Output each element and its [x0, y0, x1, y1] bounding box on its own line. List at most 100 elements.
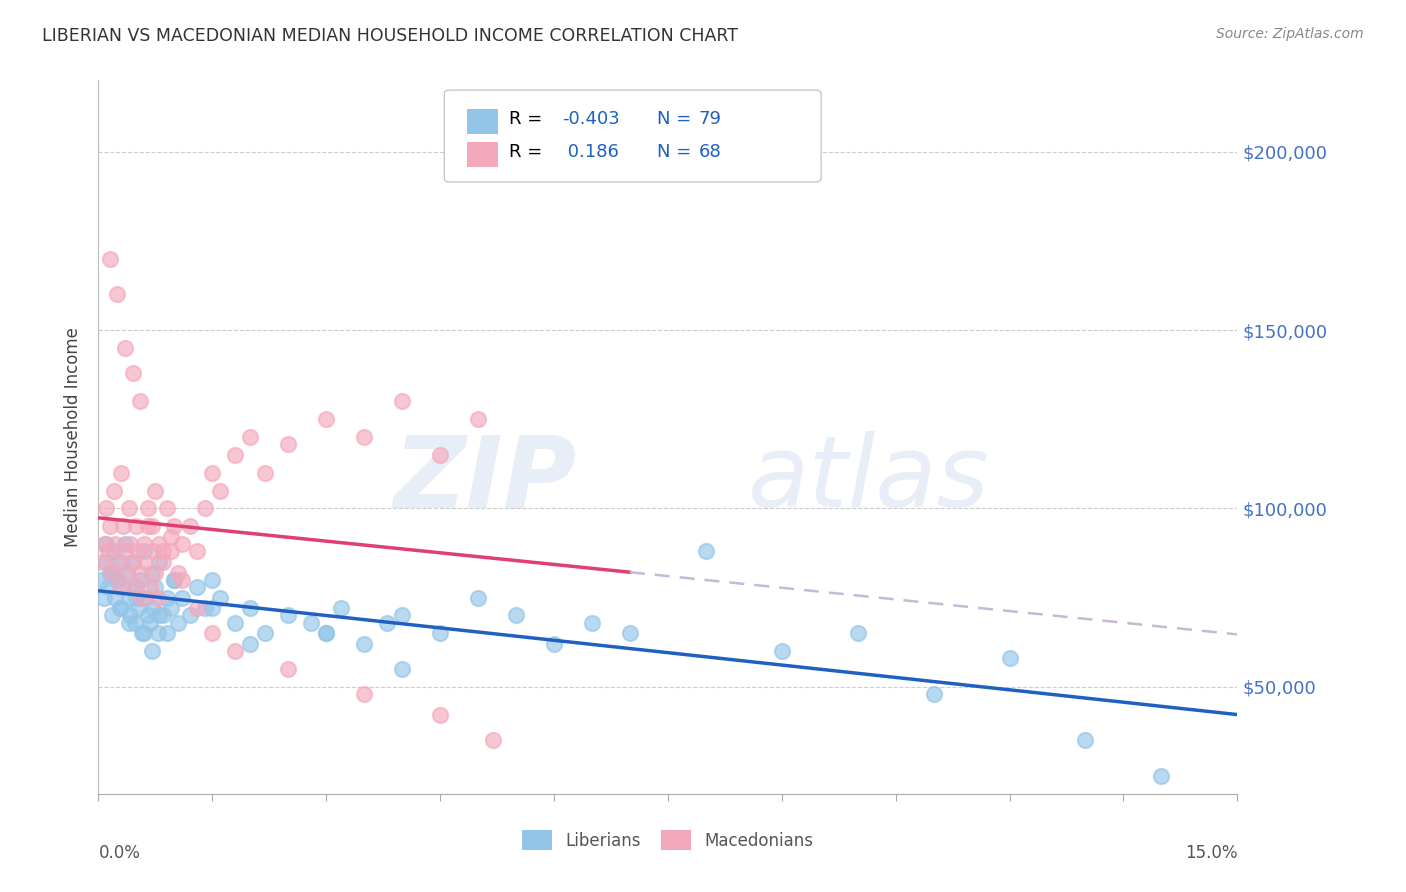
Point — [159, 601, 181, 615]
Point — [201, 466, 224, 480]
Point — [543, 637, 565, 651]
Point — [129, 573, 152, 587]
Point — [139, 615, 162, 630]
Point — [142, 601, 165, 615]
Point — [224, 615, 246, 630]
Text: 68: 68 — [699, 143, 721, 161]
Point — [98, 519, 121, 533]
Point — [846, 626, 869, 640]
Point — [107, 555, 129, 569]
Point — [239, 601, 262, 615]
Point — [134, 591, 156, 605]
Text: 79: 79 — [699, 110, 721, 128]
Point — [91, 573, 114, 587]
Point — [186, 544, 208, 558]
Point — [108, 580, 131, 594]
Point — [136, 501, 159, 516]
Point — [114, 341, 136, 355]
Point — [125, 580, 148, 594]
Point — [125, 519, 148, 533]
Point — [103, 483, 125, 498]
Point — [159, 544, 181, 558]
Point — [111, 580, 134, 594]
Point — [167, 615, 190, 630]
Point — [315, 412, 337, 426]
Point — [353, 687, 375, 701]
Point — [142, 544, 165, 558]
Point — [118, 501, 141, 516]
Point — [98, 566, 121, 580]
Point — [201, 601, 224, 615]
Point — [163, 519, 186, 533]
Point — [170, 573, 193, 587]
Point — [141, 519, 163, 533]
Point — [103, 566, 125, 580]
Point — [170, 591, 193, 605]
Point — [201, 626, 224, 640]
Point — [186, 601, 208, 615]
Point — [118, 615, 141, 630]
Point — [277, 608, 299, 623]
Point — [127, 601, 149, 615]
Point — [619, 626, 641, 640]
Point — [146, 626, 169, 640]
Point — [224, 644, 246, 658]
Point — [152, 544, 174, 558]
Point — [505, 608, 527, 623]
Point — [96, 544, 118, 558]
Point — [239, 430, 262, 444]
Point — [467, 591, 489, 605]
Point — [148, 537, 170, 551]
Point — [179, 608, 201, 623]
Point — [152, 555, 174, 569]
Point — [94, 537, 117, 551]
Point — [141, 566, 163, 580]
Point — [429, 626, 451, 640]
Point — [998, 651, 1021, 665]
Point — [163, 573, 186, 587]
Point — [94, 501, 117, 516]
Point — [391, 394, 413, 409]
Point — [146, 591, 169, 605]
Text: R =: R = — [509, 143, 543, 161]
Point — [156, 591, 179, 605]
Point — [375, 615, 398, 630]
Text: -0.403: -0.403 — [562, 110, 620, 128]
Point — [170, 537, 193, 551]
Text: R =: R = — [509, 110, 543, 128]
Point — [770, 644, 793, 658]
Point — [131, 591, 153, 605]
Text: 0.0%: 0.0% — [98, 844, 141, 862]
Point — [125, 591, 148, 605]
Point — [127, 544, 149, 558]
Point — [194, 601, 217, 615]
Point — [101, 566, 124, 580]
Point — [581, 615, 603, 630]
Point — [148, 555, 170, 569]
Point — [156, 626, 179, 640]
Point — [104, 537, 127, 551]
Text: 0.186: 0.186 — [562, 143, 619, 161]
Text: 15.0%: 15.0% — [1185, 844, 1237, 862]
Legend: Liberians, Macedonians: Liberians, Macedonians — [516, 823, 820, 857]
Point — [429, 708, 451, 723]
Point — [1150, 769, 1173, 783]
Point — [141, 644, 163, 658]
Point — [277, 662, 299, 676]
Point — [110, 601, 132, 615]
Point — [101, 608, 124, 623]
Point — [145, 566, 167, 580]
Point — [108, 601, 131, 615]
Point — [110, 555, 132, 569]
Text: atlas: atlas — [748, 432, 990, 528]
Point — [91, 555, 114, 569]
Point — [194, 501, 217, 516]
Point — [93, 591, 115, 605]
Point — [167, 566, 190, 580]
Point — [315, 626, 337, 640]
Point — [114, 544, 136, 558]
Point — [254, 626, 277, 640]
Point — [152, 608, 174, 623]
Point — [96, 580, 118, 594]
Point — [117, 566, 139, 580]
